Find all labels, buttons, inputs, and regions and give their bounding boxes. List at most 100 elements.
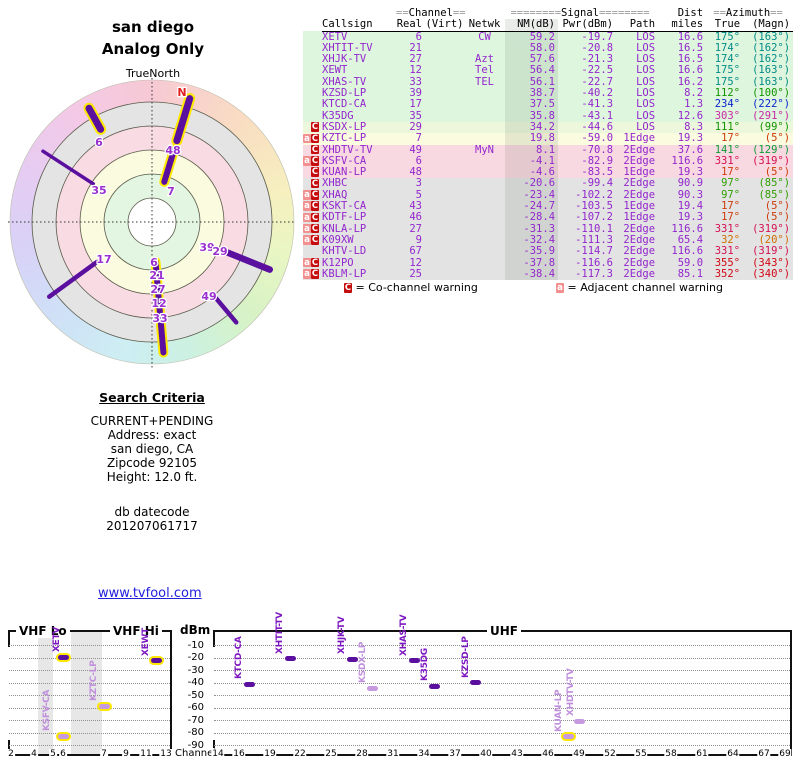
real-channel-cell: 33 xyxy=(409,75,422,88)
path-cell: 1Edge xyxy=(623,211,656,224)
tvfool-link[interactable]: www.tvfool.com xyxy=(98,586,202,601)
callsign-cell: K12PO xyxy=(322,256,354,269)
real-channel-cell: 67 xyxy=(409,245,422,258)
miles-cell: 19.3 xyxy=(677,211,704,224)
station-label: XEWT xyxy=(141,627,151,656)
callsign-cell: XEWT xyxy=(322,64,348,77)
azimuth-true-cell: 331° xyxy=(714,154,741,167)
network-cell: Azt xyxy=(475,53,494,66)
nm-db-cell: 57.6 xyxy=(505,53,559,66)
table-row: C XHBC 3 -20.6 -99.4 2Edge 90.9 97° (85°) xyxy=(303,177,794,190)
channel-tick-label: 9 xyxy=(122,749,130,759)
azimuth-magnetic-cell: (5°) xyxy=(764,132,791,145)
col-header: Pwr(dBm) xyxy=(558,19,617,32)
radar-channel-label: 12 xyxy=(151,297,166,310)
adjacent-warning-badge: a xyxy=(303,156,311,167)
table-group-header: ==Channel== ========Signal======== Dist … xyxy=(303,7,793,19)
channel-tick-label: 64 xyxy=(726,749,740,759)
col-header: (Magn) xyxy=(743,19,794,32)
path-cell: 2Edge xyxy=(623,267,656,280)
radar-station-bar xyxy=(161,146,178,185)
col-header: Real xyxy=(396,19,425,32)
search-criteria-line: CURRENT+PENDING xyxy=(90,414,214,428)
real-channel-cell: 27 xyxy=(409,222,422,235)
path-cell: LOS xyxy=(636,109,656,122)
real-channel-cell: 25 xyxy=(409,267,422,280)
power-dbm-cell: -41.3 xyxy=(581,98,614,111)
azimuth-true-cell: 352° xyxy=(714,267,741,280)
azimuth-magnetic-cell: (5°) xyxy=(764,166,791,179)
vhf-panel-axis xyxy=(8,754,172,756)
path-cell: 2Edge xyxy=(623,245,656,258)
azimuth-magnetic-cell: (291°) xyxy=(752,109,791,122)
nm-db-cell: -4.1 xyxy=(505,155,559,168)
radar-station-bar xyxy=(152,258,167,356)
callsign-cell: XHAS-TV xyxy=(322,75,367,88)
adjacent-warning-badge: a xyxy=(303,269,311,280)
radar-channel-label: 29 xyxy=(212,245,227,258)
nm-db-cell: -24.7 xyxy=(505,200,559,213)
table-row: XEWT 12 Tel 56.4 -22.5 LOS 16.6 175° (163°) xyxy=(303,64,794,77)
station-label: XHDTV-TV xyxy=(566,668,576,716)
dbm-tick-label: -20 xyxy=(187,652,204,663)
azimuth-true-cell: 97° xyxy=(721,188,741,201)
vhf-panel-corner xyxy=(8,740,10,755)
azimuth-true-cell: 17° xyxy=(721,200,741,213)
dbm-gridline xyxy=(9,682,170,684)
miles-cell: 19.4 xyxy=(677,200,704,213)
real-channel-cell: 12 xyxy=(409,256,422,269)
radar-crosshair xyxy=(8,78,296,368)
channel-tick-label: 13 xyxy=(159,749,173,759)
nm-db-cell: 58.0 xyxy=(505,42,559,55)
station-label: XHAS-TV xyxy=(399,614,409,656)
adjacent-warning-badge: a xyxy=(303,201,311,212)
path-cell: LOS xyxy=(636,98,656,111)
channel-tick-label: 31 xyxy=(386,749,400,759)
table-row: C KSDX-LP 29 34.2 -44.6 LOS 8.3 111° (99°) xyxy=(303,120,794,134)
channel-tick-label: 49 xyxy=(572,749,586,759)
power-dbm-cell: -117.3 xyxy=(575,267,614,280)
dbm-tick-label: -70 xyxy=(187,714,204,726)
real-channel-cell: 39 xyxy=(409,87,422,100)
virt-channel-cell xyxy=(425,178,467,189)
real-channel-cell: 49 xyxy=(409,143,422,156)
callsign-cell: KZSD-LP xyxy=(322,87,367,100)
power-dbm-cell: -22.7 xyxy=(581,75,614,88)
radar-channel-label: 48 xyxy=(165,144,180,157)
channel-tick-label: 40 xyxy=(479,749,493,759)
station-marker xyxy=(98,703,110,709)
network-cell xyxy=(467,99,505,110)
power-dbm-cell: -102.2 xyxy=(575,188,614,201)
azimuth-true-cell: 331° xyxy=(714,222,741,235)
radar-station-bar xyxy=(173,95,194,145)
path-cell: 2Edge xyxy=(623,222,656,235)
real-channel-cell: 21 xyxy=(409,41,422,54)
co-channel-warning-badge: C xyxy=(311,223,319,234)
callsign-cell: KZTC-LP xyxy=(322,132,367,145)
miles-cell: 90.3 xyxy=(677,188,704,201)
channel-tick-label: 52 xyxy=(603,749,617,759)
co-channel-warning-badge: C xyxy=(311,257,319,268)
dbm-gridline xyxy=(214,720,790,721)
path-cell: LOS xyxy=(636,64,656,77)
magnetic-north-label: N xyxy=(177,86,186,99)
dbm-tick-label: -40 xyxy=(187,677,204,688)
azimuth-true-cell: 234° xyxy=(714,98,741,111)
station-marker xyxy=(58,733,69,739)
miles-cell: 1.3 xyxy=(684,98,704,111)
table-row: a C K09XW 9 -32.4 -111.3 2Edge 65.4 32° (20°) xyxy=(303,233,794,247)
azimuth-true-cell: 175° xyxy=(714,64,741,77)
power-dbm-cell: -111.3 xyxy=(575,233,614,246)
adjacent-warning-badge: a xyxy=(303,190,311,200)
network-cell xyxy=(467,178,505,189)
path-cell: LOS xyxy=(636,41,656,54)
nm-db-cell: 59.2 xyxy=(505,31,559,43)
path-cell: 2Edge xyxy=(623,188,656,201)
network-cell xyxy=(467,201,505,212)
azimuth-true-cell: 17° xyxy=(721,211,741,224)
azimuth-true-cell: 111° xyxy=(714,120,741,133)
callsign-cell: XHBC xyxy=(322,177,348,190)
table-row: a C KSKT-CA 43 -24.7 -103.5 1Edge 19.4 17° (5°) xyxy=(303,200,794,213)
nm-db-cell: 37.5 xyxy=(505,99,559,111)
